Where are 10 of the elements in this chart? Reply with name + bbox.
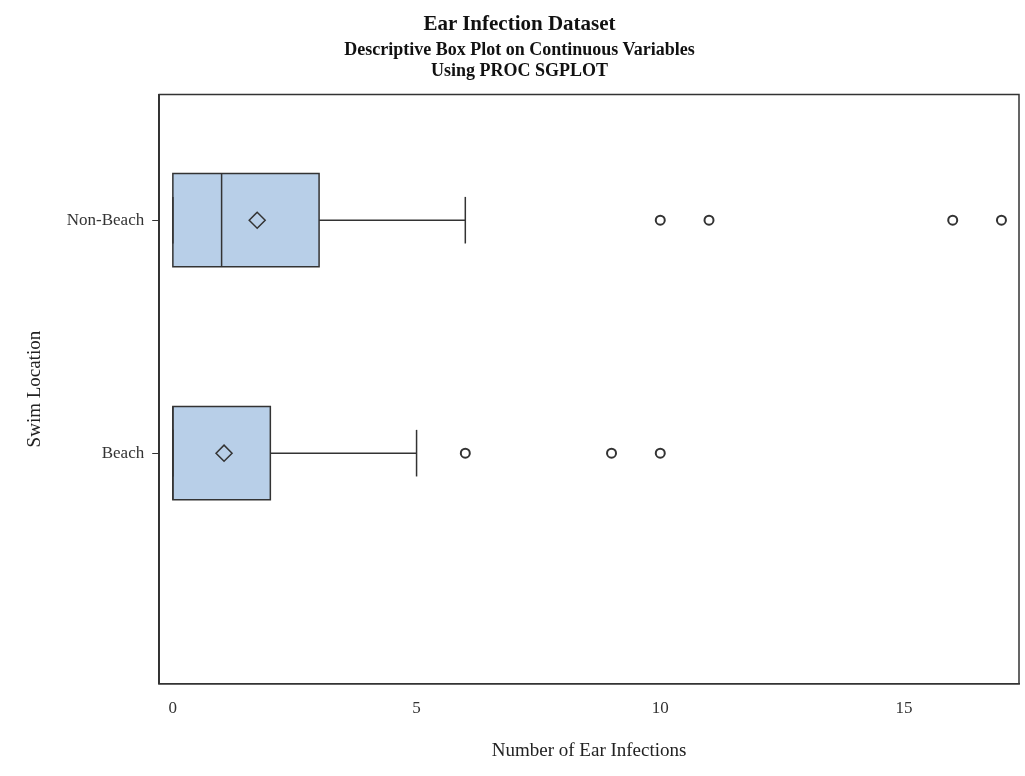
chart-title: Ear Infection Dataset [423,11,616,36]
y-tick-label: Beach [101,442,145,462]
x-axis-title: Number of Ear Infections [491,738,687,760]
chart-subtitle: Descriptive Box Plot on Continuous Variables Using PROC SGPLOT [344,38,695,81]
x-tick-label: 0 [168,698,178,718]
x-tick-label: 15 [895,698,913,718]
y-tick-label: Non-Beach [66,209,145,229]
x-tick-label: 5 [412,698,421,718]
x-tick-label: 10 [651,698,669,718]
y-axis-title: Swim Location [23,330,45,448]
